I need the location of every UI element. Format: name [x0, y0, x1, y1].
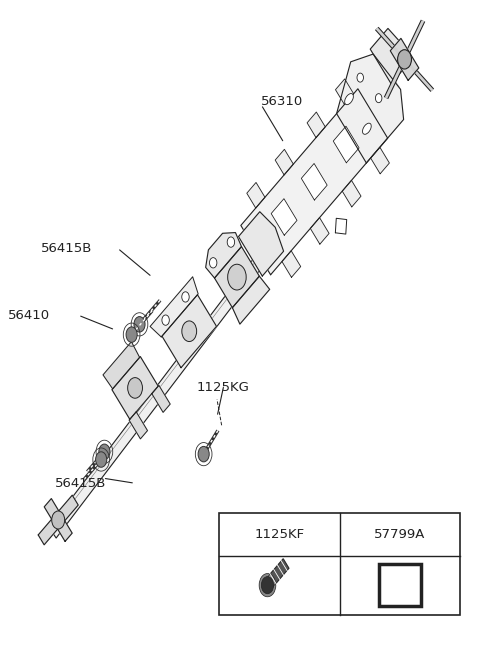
Polygon shape: [150, 277, 198, 337]
Circle shape: [259, 573, 276, 597]
Circle shape: [261, 576, 274, 594]
Circle shape: [96, 452, 107, 467]
Polygon shape: [152, 386, 170, 412]
Polygon shape: [336, 218, 347, 234]
Polygon shape: [271, 199, 297, 236]
Circle shape: [128, 378, 143, 399]
Polygon shape: [241, 89, 388, 275]
Circle shape: [375, 94, 382, 103]
Polygon shape: [336, 54, 404, 163]
Circle shape: [209, 258, 217, 268]
Circle shape: [134, 316, 145, 332]
Circle shape: [397, 50, 411, 69]
Polygon shape: [247, 182, 265, 208]
Polygon shape: [301, 164, 327, 200]
Circle shape: [52, 511, 65, 529]
Polygon shape: [371, 148, 389, 174]
Polygon shape: [282, 251, 300, 278]
Bar: [379, 564, 421, 606]
Ellipse shape: [362, 123, 371, 135]
Polygon shape: [205, 232, 241, 278]
Circle shape: [182, 321, 197, 342]
Text: 1125KF: 1125KF: [254, 528, 305, 541]
Polygon shape: [311, 217, 329, 244]
Polygon shape: [38, 495, 78, 545]
Polygon shape: [232, 276, 270, 324]
Circle shape: [357, 73, 363, 82]
Polygon shape: [307, 112, 325, 138]
Circle shape: [228, 264, 246, 290]
Polygon shape: [129, 412, 147, 439]
Text: 56310: 56310: [261, 94, 303, 108]
Circle shape: [227, 237, 235, 247]
Text: 56410: 56410: [8, 309, 50, 322]
Text: 56415B: 56415B: [55, 477, 106, 490]
Polygon shape: [333, 126, 359, 163]
Polygon shape: [49, 77, 399, 538]
Polygon shape: [44, 499, 72, 542]
Text: 1125KG: 1125KG: [196, 382, 249, 395]
Text: 57799A: 57799A: [374, 528, 426, 541]
Polygon shape: [239, 212, 284, 276]
Polygon shape: [342, 181, 361, 207]
Polygon shape: [162, 295, 216, 367]
Polygon shape: [112, 356, 158, 419]
Circle shape: [182, 292, 189, 302]
Circle shape: [126, 327, 137, 342]
Circle shape: [162, 315, 169, 325]
Polygon shape: [370, 28, 409, 83]
Bar: [219, 513, 460, 615]
Text: 56415B: 56415B: [41, 241, 92, 255]
Polygon shape: [215, 247, 259, 308]
Polygon shape: [336, 79, 354, 105]
Polygon shape: [275, 149, 293, 175]
Polygon shape: [103, 342, 140, 389]
Circle shape: [99, 444, 110, 459]
Ellipse shape: [345, 94, 353, 105]
Polygon shape: [390, 38, 419, 80]
Polygon shape: [264, 559, 289, 590]
Circle shape: [198, 446, 209, 462]
